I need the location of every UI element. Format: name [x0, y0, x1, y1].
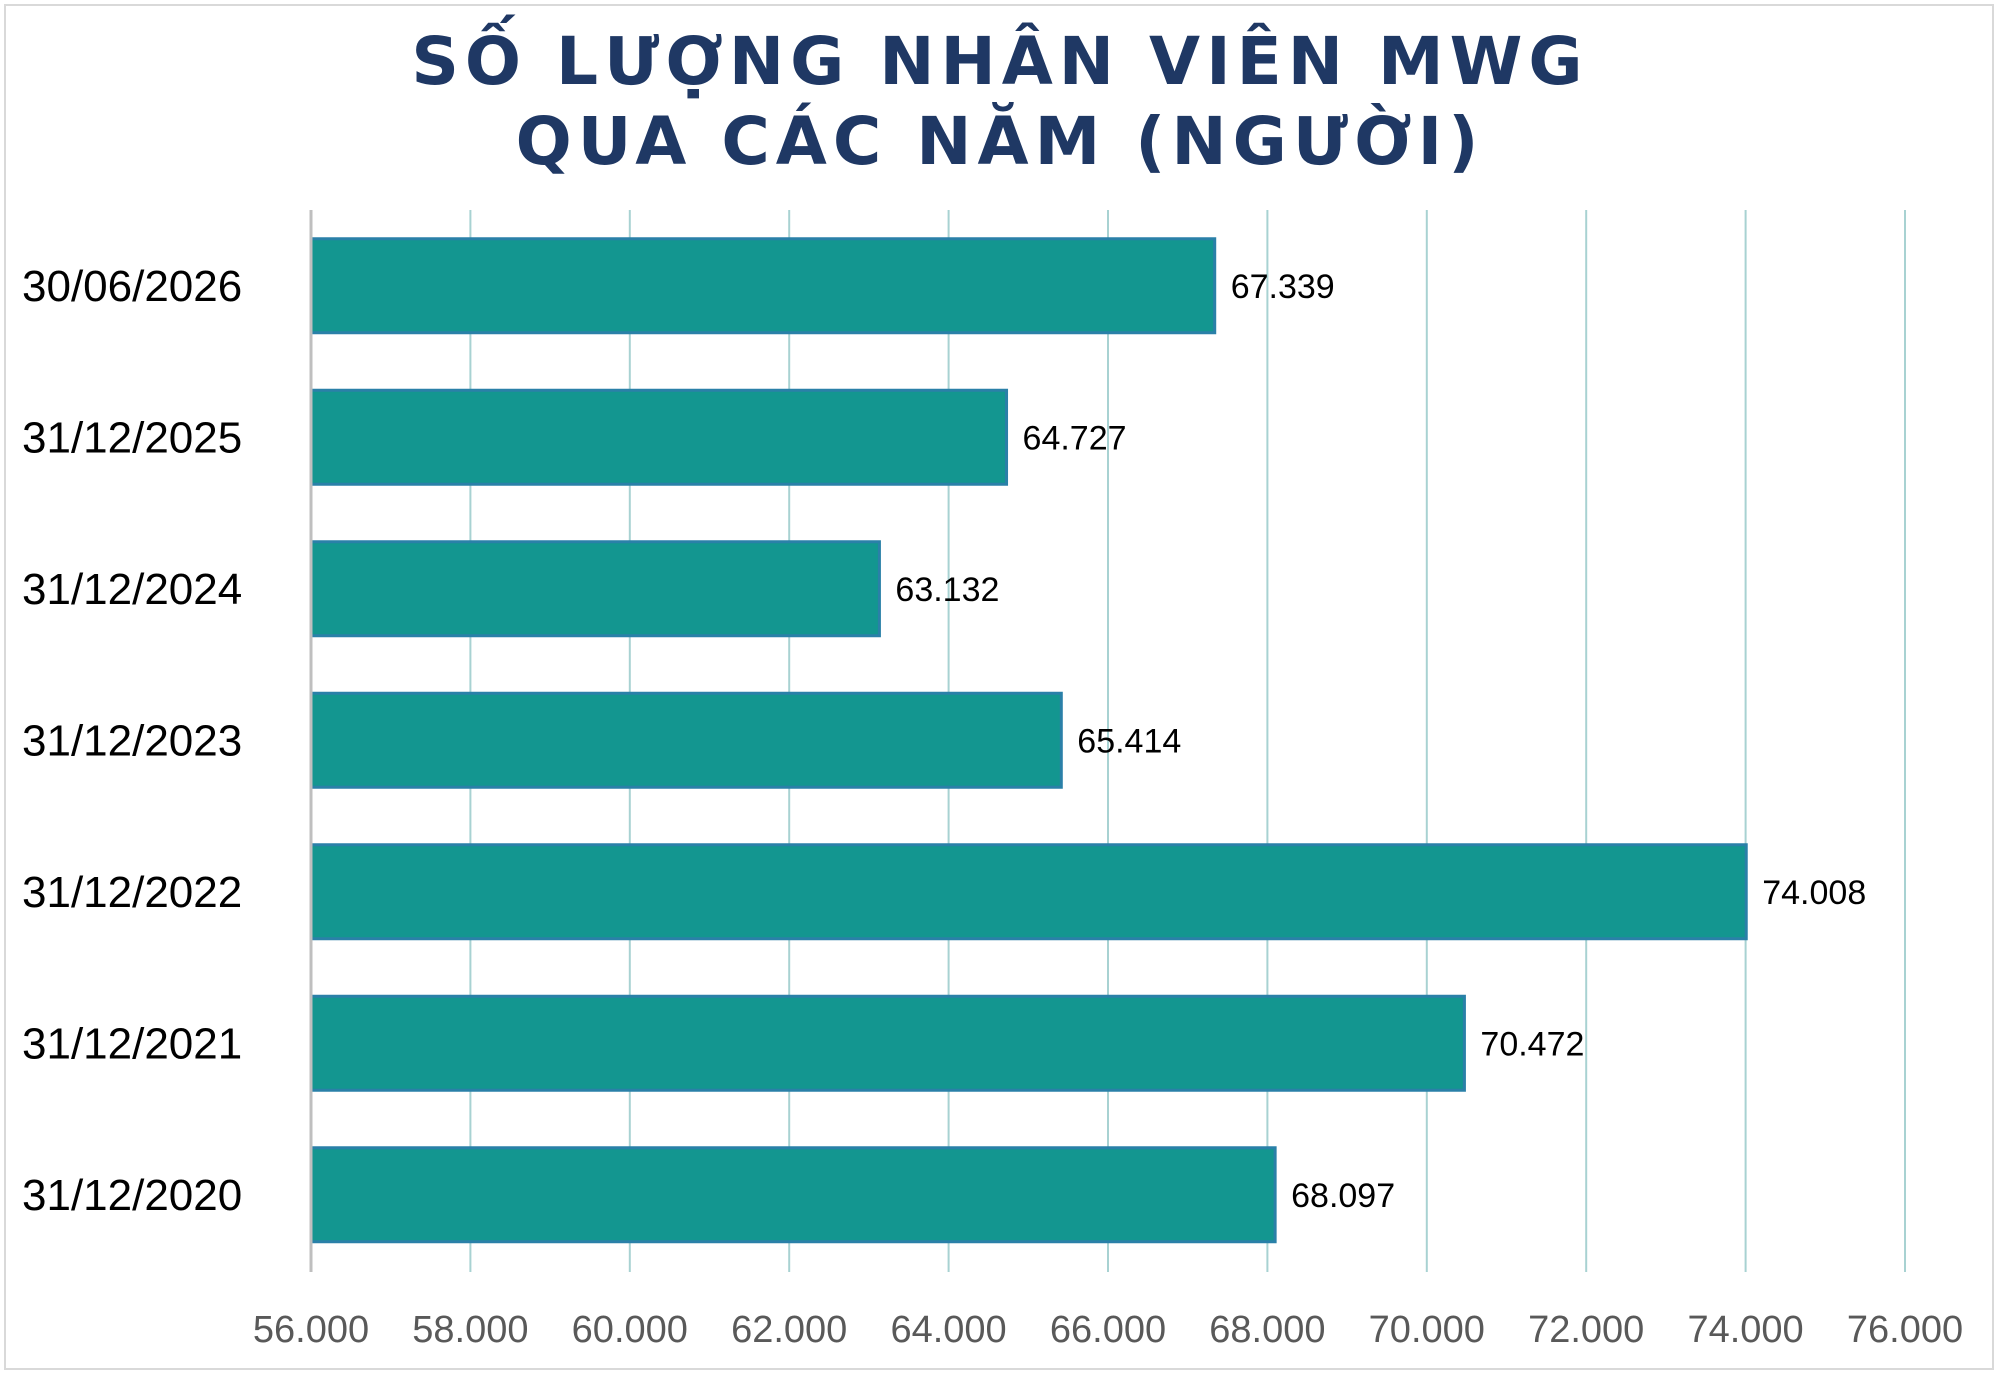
value-label: 68.097	[1291, 1177, 1395, 1215]
x-tick-label: 72.000	[1528, 1309, 1644, 1351]
labels: 56.000 58.000 60.000 62.000 64.000 66.000 68.0…	[22, 262, 1963, 1351]
category-label: 31/12/2022	[22, 868, 242, 917]
bar	[309, 994, 1466, 1092]
value-label: 65.414	[1077, 722, 1181, 760]
x-tick-label: 60.000	[572, 1309, 688, 1351]
chart-title-line-1: SỐ LƯỢNG NHÂN VIÊN MWG	[411, 23, 1589, 100]
category-label: 31/12/2024	[22, 565, 242, 614]
category-label: 31/12/2020	[22, 1171, 242, 1220]
bars	[309, 237, 1748, 1244]
x-tick-label: 68.000	[1209, 1309, 1325, 1351]
x-tick-label: 62.000	[731, 1309, 847, 1351]
category-label: 31/12/2023	[22, 716, 242, 765]
value-label: 74.008	[1762, 874, 1866, 912]
x-tick-label: 56.000	[253, 1309, 369, 1351]
x-tick-label: 66.000	[1050, 1309, 1166, 1351]
chart-title: SỐ LƯỢNG NHÂN VIÊN MWG QUA CÁC NĂM (NGƯỜ…	[0, 22, 2000, 182]
bar	[309, 388, 1009, 486]
chart-title-line-2: QUA CÁC NĂM (NGƯỜI)	[515, 103, 1485, 180]
value-label: 63.132	[895, 571, 999, 609]
x-tick-label: 70.000	[1369, 1309, 1485, 1351]
value-label: 67.339	[1231, 268, 1335, 306]
value-label: 70.472	[1480, 1025, 1584, 1063]
category-label: 31/12/2021	[22, 1019, 242, 1068]
x-tick-label: 74.000	[1687, 1309, 1803, 1351]
x-tick-label: 64.000	[890, 1309, 1006, 1351]
x-tick-label: 76.000	[1847, 1309, 1963, 1351]
bar	[309, 540, 881, 638]
category-label: 30/06/2026	[22, 262, 242, 311]
bar	[309, 237, 1217, 335]
bar	[309, 1146, 1277, 1244]
bar	[309, 691, 1063, 789]
chart-frame	[4, 4, 1994, 1370]
value-label: 64.727	[1023, 419, 1127, 457]
category-label: 31/12/2025	[22, 413, 242, 462]
x-tick-label: 58.000	[412, 1309, 528, 1351]
bar	[309, 843, 1748, 941]
